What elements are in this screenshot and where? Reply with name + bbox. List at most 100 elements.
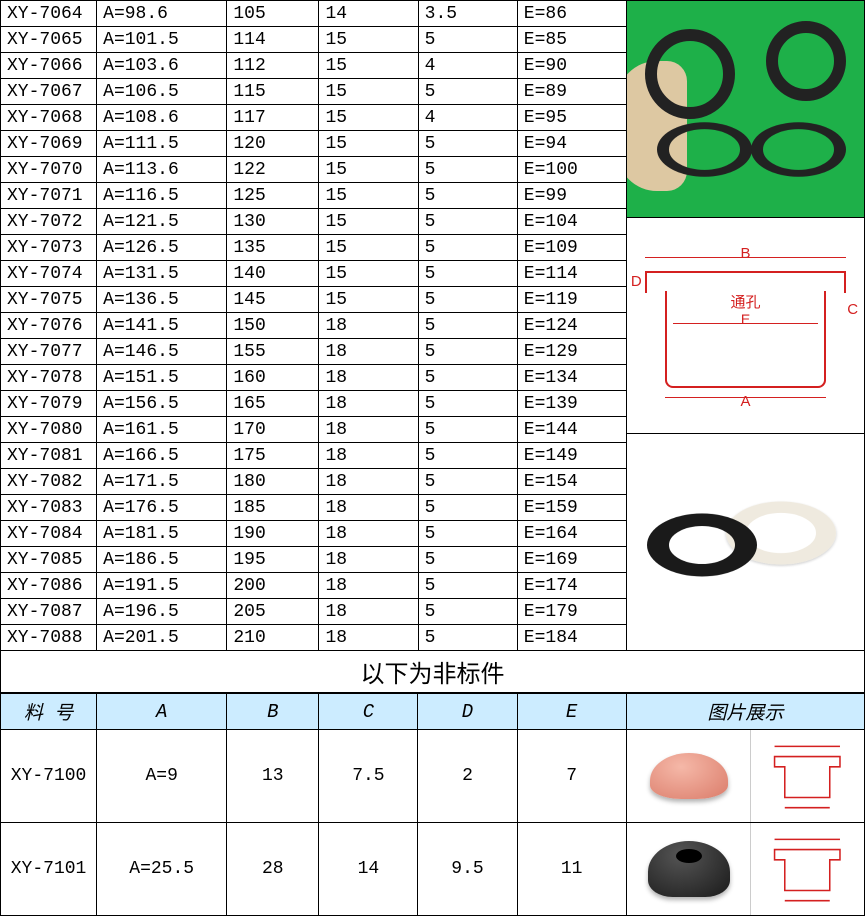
cell-e: E=89 bbox=[517, 79, 626, 105]
cell-c: 15 bbox=[319, 287, 418, 313]
table-row: XY-7081A=166.5175185E=149 bbox=[1, 443, 627, 469]
cell-c: 18 bbox=[319, 365, 418, 391]
table-row: XY-7065A=101.5114155E=85 bbox=[1, 27, 627, 53]
cell-a: A=131.5 bbox=[97, 261, 227, 287]
cell-p: XY-7082 bbox=[1, 469, 97, 495]
cell-d: 5 bbox=[418, 209, 517, 235]
table-row: XY-7072A=121.5130155E=104 bbox=[1, 209, 627, 235]
cell-e: E=174 bbox=[517, 573, 626, 599]
cell-b: 150 bbox=[227, 313, 319, 339]
cell-p: XY-7078 bbox=[1, 365, 97, 391]
cell-b: 155 bbox=[227, 339, 319, 365]
cell-p: XY-7076 bbox=[1, 313, 97, 339]
cell-b: 190 bbox=[227, 521, 319, 547]
cell-b: 160 bbox=[227, 365, 319, 391]
cell-b: 145 bbox=[227, 287, 319, 313]
cell-a: A=141.5 bbox=[97, 313, 227, 339]
cell-d: 5 bbox=[418, 131, 517, 157]
table-row: XY-7071A=116.5125155E=99 bbox=[1, 183, 627, 209]
product-photo-rings bbox=[627, 1, 864, 218]
nonstandard-header-row: 料 号 A B C D E 图片展示 bbox=[1, 694, 865, 730]
header-a: A bbox=[97, 694, 227, 730]
cell-c: 18 bbox=[319, 469, 418, 495]
cell-d: 4 bbox=[418, 105, 517, 131]
cell-e: E=169 bbox=[517, 547, 626, 573]
cell-a: A=191.5 bbox=[97, 573, 227, 599]
ns-cell-e: 7 bbox=[517, 730, 626, 823]
ns-product-photo bbox=[627, 730, 751, 822]
cell-b: 130 bbox=[227, 209, 319, 235]
cell-a: A=121.5 bbox=[97, 209, 227, 235]
cell-b: 195 bbox=[227, 547, 319, 573]
cell-b: 120 bbox=[227, 131, 319, 157]
ns-cell-p: XY-7101 bbox=[1, 823, 97, 916]
cell-d: 5 bbox=[418, 365, 517, 391]
cell-e: E=154 bbox=[517, 469, 626, 495]
cell-d: 5 bbox=[418, 235, 517, 261]
ns-cell-a: A=9 bbox=[97, 730, 227, 823]
cell-p: XY-7071 bbox=[1, 183, 97, 209]
table-row: XY-7085A=186.5195185E=169 bbox=[1, 547, 627, 573]
cell-b: 185 bbox=[227, 495, 319, 521]
cell-d: 5 bbox=[418, 339, 517, 365]
cell-b: 135 bbox=[227, 235, 319, 261]
cell-c: 18 bbox=[319, 391, 418, 417]
cell-a: A=146.5 bbox=[97, 339, 227, 365]
ns-cell-d: 2 bbox=[418, 730, 517, 823]
cell-d: 5 bbox=[418, 261, 517, 287]
cell-d: 5 bbox=[418, 599, 517, 625]
ns-cell-p: XY-7100 bbox=[1, 730, 97, 823]
cell-p: XY-7067 bbox=[1, 79, 97, 105]
cell-p: XY-7069 bbox=[1, 131, 97, 157]
nonstandard-section-title: 以下为非标件 bbox=[0, 651, 865, 693]
cell-p: XY-7070 bbox=[1, 157, 97, 183]
cell-d: 5 bbox=[418, 625, 517, 651]
cell-p: XY-7080 bbox=[1, 417, 97, 443]
nonstandard-row: XY-7100A=9137.527 bbox=[1, 730, 865, 823]
cell-a: A=113.6 bbox=[97, 157, 227, 183]
table-row: XY-7067A=106.5115155E=89 bbox=[1, 79, 627, 105]
cell-b: 117 bbox=[227, 105, 319, 131]
ns-cell-a: A=25.5 bbox=[97, 823, 227, 916]
ns-cell-d: 9.5 bbox=[418, 823, 517, 916]
cell-e: E=124 bbox=[517, 313, 626, 339]
cell-e: E=149 bbox=[517, 443, 626, 469]
table-row: XY-7076A=141.5150185E=124 bbox=[1, 313, 627, 339]
cell-p: XY-7085 bbox=[1, 547, 97, 573]
diagram-label-through: 通孔 bbox=[730, 291, 760, 312]
cell-b: 175 bbox=[227, 443, 319, 469]
cell-c: 18 bbox=[319, 547, 418, 573]
table-row: XY-7080A=161.5170185E=144 bbox=[1, 417, 627, 443]
header-image: 图片展示 bbox=[626, 694, 864, 730]
cell-a: A=108.6 bbox=[97, 105, 227, 131]
cell-e: E=90 bbox=[517, 53, 626, 79]
cell-a: A=101.5 bbox=[97, 27, 227, 53]
cell-c: 15 bbox=[319, 27, 418, 53]
cell-b: 200 bbox=[227, 573, 319, 599]
page-container: XY-7064A=98.6105143.5E=86XY-7065A=101.51… bbox=[0, 0, 865, 916]
cell-d: 5 bbox=[418, 79, 517, 105]
cell-c: 18 bbox=[319, 313, 418, 339]
cell-d: 5 bbox=[418, 313, 517, 339]
cell-c: 15 bbox=[319, 261, 418, 287]
table-row: XY-7079A=156.5165185E=139 bbox=[1, 391, 627, 417]
cell-p: XY-7074 bbox=[1, 261, 97, 287]
cell-a: A=201.5 bbox=[97, 625, 227, 651]
cell-d: 3.5 bbox=[418, 1, 517, 27]
cell-d: 5 bbox=[418, 443, 517, 469]
cell-p: XY-7073 bbox=[1, 235, 97, 261]
cell-e: E=179 bbox=[517, 599, 626, 625]
ns-cell-c: 14 bbox=[319, 823, 418, 916]
cell-c: 15 bbox=[319, 105, 418, 131]
cell-d: 5 bbox=[418, 391, 517, 417]
cell-d: 5 bbox=[418, 469, 517, 495]
diagram-label-a: A bbox=[740, 393, 750, 410]
cell-a: A=136.5 bbox=[97, 287, 227, 313]
cell-c: 18 bbox=[319, 521, 418, 547]
cell-e: E=99 bbox=[517, 183, 626, 209]
cell-b: 210 bbox=[227, 625, 319, 651]
table-row: XY-7068A=108.6117154E=95 bbox=[1, 105, 627, 131]
cell-d: 4 bbox=[418, 53, 517, 79]
cell-b: 114 bbox=[227, 27, 319, 53]
diagram-label-b: B bbox=[740, 245, 750, 262]
